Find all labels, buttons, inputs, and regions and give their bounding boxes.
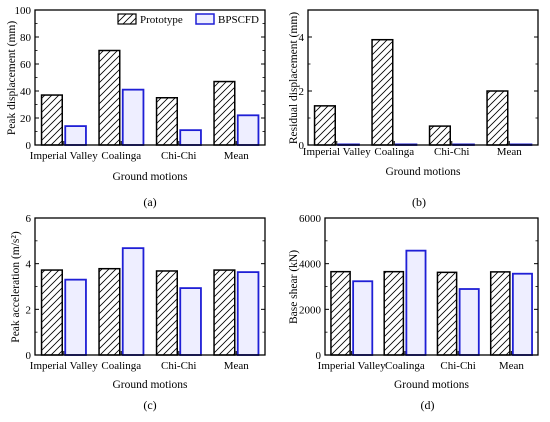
x-tick-label: Chi-Chi xyxy=(440,360,475,372)
bar-prototype-imperial-valley xyxy=(313,105,336,146)
bar-bpscfd-coalinga xyxy=(405,249,427,356)
x-tick-label: Mean xyxy=(224,150,250,162)
bar-bpscfd-imperial-valley xyxy=(352,280,374,356)
y-tick-label: 20 xyxy=(20,113,32,125)
y-tick-label: 0 xyxy=(26,350,32,362)
x-tick-label: Chi-Chi xyxy=(161,150,196,162)
plot-frame xyxy=(34,9,266,146)
panel-label: (c) xyxy=(143,398,156,412)
x-tick-label: Coalinga xyxy=(101,360,141,372)
y-tick-label: 4 xyxy=(299,32,305,44)
bar-prototype-coalinga xyxy=(371,38,394,146)
bar-prototype-mean xyxy=(486,90,509,146)
y-tick-label: 100 xyxy=(15,5,32,17)
bar-bpscfd-imperial-valley xyxy=(64,125,87,146)
y-tick-label: 4 xyxy=(26,259,32,271)
x-tick-label: Mean xyxy=(224,360,250,372)
x-axis-label: Ground motions xyxy=(394,379,470,391)
bar-prototype-chi-chi xyxy=(428,125,451,146)
bar-prototype-mean xyxy=(489,271,511,356)
legend-label-bpscfd: BPSCFD xyxy=(218,14,259,26)
x-tick-label: Mean xyxy=(499,360,525,372)
bar-bpscfd-coalinga xyxy=(121,247,145,356)
bar-bpscfd-chi-chi xyxy=(179,287,202,356)
bar-prototype-mean xyxy=(213,269,236,356)
bar-bpscfd-chi-chi xyxy=(179,129,202,146)
legend-label-prototype: Prototype xyxy=(140,14,183,26)
y-axis-label: Peak displacement (mm) xyxy=(6,21,18,135)
bar-prototype-mean xyxy=(213,80,236,146)
y-tick-label: 6000 xyxy=(299,213,322,225)
y-tick-label: 0 xyxy=(26,140,32,152)
bar-prototype-chi-chi xyxy=(155,270,179,356)
x-tick-label: Chi-Chi xyxy=(434,146,469,158)
bar-prototype-coalinga xyxy=(98,267,121,356)
y-tick-label: 2000 xyxy=(299,304,322,316)
legend-swatch-prototype xyxy=(117,13,137,25)
bar-prototype-chi-chi xyxy=(155,97,179,146)
legend-swatch-bpscfd xyxy=(195,13,215,25)
plot-frame xyxy=(307,9,539,146)
panel-label: (b) xyxy=(412,195,426,209)
y-tick-label: 4000 xyxy=(299,259,322,271)
y-axis-label: Peak acceleration (m/s²) xyxy=(10,231,22,343)
bar-bpscfd-coalinga xyxy=(121,88,145,146)
y-tick-label: 0 xyxy=(299,140,305,152)
x-tick-label: Coalinga xyxy=(385,360,425,372)
x-tick-label: Imperial Valley xyxy=(303,146,371,158)
bar-prototype-coalinga xyxy=(383,270,405,356)
plot-frame xyxy=(34,217,266,356)
y-axis-label: Residual displacement (mm) xyxy=(288,12,300,144)
bar-bpscfd-mean xyxy=(511,272,533,356)
bar-bpscfd-chi-chi xyxy=(458,288,480,356)
x-tick-label: Mean xyxy=(497,146,523,158)
bar-prototype-chi-chi xyxy=(436,271,458,356)
bar-bpscfd-mean xyxy=(236,271,260,356)
x-axis-label: Ground motions xyxy=(385,166,461,178)
bar-prototype-imperial-valley xyxy=(40,94,63,146)
bar-prototype-imperial-valley xyxy=(330,270,351,356)
x-tick-label: Imperial Valley xyxy=(30,360,98,372)
x-tick-label: Imperial Valley xyxy=(30,150,98,162)
y-tick-label: 40 xyxy=(20,86,32,98)
y-tick-label: 0 xyxy=(316,350,322,362)
y-tick-label: 6 xyxy=(26,213,32,225)
x-axis-label: Ground motions xyxy=(112,171,188,183)
y-tick-label: 80 xyxy=(20,32,32,44)
bar-prototype-coalinga xyxy=(98,49,121,146)
y-tick-label: 60 xyxy=(20,59,32,71)
x-tick-label: Coalinga xyxy=(101,150,141,162)
x-tick-label: Chi-Chi xyxy=(161,360,196,372)
panel-label: (d) xyxy=(421,398,435,412)
bar-bpscfd-imperial-valley xyxy=(64,278,87,356)
bar-bpscfd-mean xyxy=(236,114,260,146)
x-tick-label: Coalinga xyxy=(374,146,414,158)
y-tick-label: 2 xyxy=(26,304,32,316)
x-tick-label: Imperial Valley xyxy=(318,360,386,372)
plot-frame xyxy=(324,217,539,356)
y-tick-label: 2 xyxy=(299,86,305,98)
y-axis-label: Base shear (kN) xyxy=(288,250,300,324)
x-axis-label: Ground motions xyxy=(112,379,188,391)
bar-prototype-imperial-valley xyxy=(40,269,63,356)
panel-label: (a) xyxy=(143,195,156,209)
